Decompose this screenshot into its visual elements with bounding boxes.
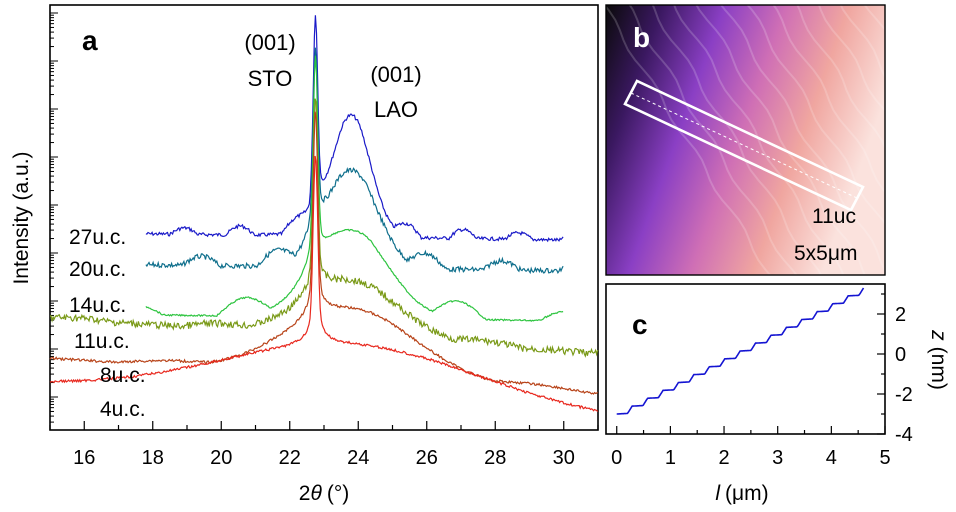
- c-y-axis-unit: (nm): [927, 347, 950, 390]
- afm-thickness-label: 11uc: [812, 205, 856, 228]
- x-axis-title-theta: θ: [310, 482, 322, 505]
- afm-terrace-edge: [912, 0, 956, 290]
- panel-c-frame: [605, 283, 886, 435]
- scan-size-unit: μm: [828, 242, 858, 265]
- panel-a-label: a: [82, 25, 98, 56]
- c-y-tick-label: -2: [895, 384, 913, 406]
- panel-c-label: c: [632, 309, 648, 340]
- x-tick-label: 16: [73, 447, 95, 469]
- x-tick-label: 18: [142, 447, 164, 469]
- afm-terrace-edge: [719, 5, 885, 273]
- afm-terrace-edge: [746, 5, 885, 226]
- series-label-4uc: 4u.c.: [100, 398, 146, 421]
- panel-b-label: b: [633, 22, 650, 53]
- afm-image: [606, 5, 885, 275]
- x-tick-label: 22: [279, 447, 301, 469]
- afm-terrace-edge: [886, 0, 956, 290]
- c-x-tick-label: 5: [879, 447, 890, 469]
- panel-c-y-tick-labels: 2 0 -2 -4: [895, 304, 913, 446]
- series-label-11uc: 11u.c.: [74, 330, 130, 353]
- lao-annotation-line1: (001): [370, 62, 421, 87]
- afm-step-terraces: [606, 0, 956, 290]
- panel-a-trace-labels: 27u.c. 20u.c. 14u.c. 11u.c. 8u.c. 4u.c.: [69, 226, 146, 421]
- c-y-tick-label: 2: [895, 304, 906, 326]
- panel-a-x-axis-title: 2θ (°): [299, 482, 349, 505]
- series-label-20uc: 20u.c.: [69, 258, 126, 281]
- panel-c-x-axis-title: l (μm): [715, 482, 768, 505]
- c-x-tick-label: 2: [718, 447, 729, 469]
- afm-terrace-edge: [772, 5, 885, 194]
- panel-c-y-axis-title: z (nm): [927, 329, 950, 390]
- x-tick-label: 26: [416, 447, 438, 469]
- afm-terrace-edge: [606, 5, 772, 275]
- x-axis-title-prefix: 2: [299, 482, 311, 505]
- series-line-27uc: [145, 15, 564, 243]
- series-line-11uc: [49, 98, 599, 358]
- c-x-tick-label: 0: [611, 447, 622, 469]
- afm-terrace-edge: [651, 5, 823, 275]
- height-profile-line: [616, 287, 865, 415]
- sto-annotation-line1: (001): [244, 30, 295, 55]
- sto-annotation-line2: STO: [248, 66, 293, 91]
- c-y-tick-label: -4: [895, 424, 913, 446]
- c-y-axis-var: z: [927, 329, 950, 341]
- panel-b-frame: [605, 4, 886, 276]
- x-tick-label: 24: [347, 447, 369, 469]
- line-profile-box: [623, 79, 865, 212]
- series-line-20uc: [145, 47, 564, 275]
- x-tick-label: 20: [210, 447, 232, 469]
- series-label-8uc: 8u.c.: [100, 364, 146, 387]
- lao-annotation-line2: LAO: [374, 97, 418, 122]
- x-axis-title-unit: (°): [327, 482, 349, 505]
- scan-size-value: 5x5: [794, 242, 828, 265]
- series-line-14uc: [145, 55, 564, 323]
- panel-a-ticks: [49, 12, 599, 430]
- c-x-tick-label: 3: [772, 447, 783, 469]
- c-x-axis-unit: (μm): [725, 482, 769, 505]
- afm-terrace-edge: [839, 5, 885, 80]
- x-tick-label: 30: [553, 447, 575, 469]
- panel-b: b 11uc 5x5μm: [605, 0, 956, 290]
- panel-a-series: [49, 15, 599, 413]
- afm-terrace-edge: [628, 5, 798, 275]
- lao-peak-annotation: (001) LAO: [370, 62, 421, 122]
- series-label-27uc: 27u.c.: [69, 226, 126, 249]
- x-tick-label: 28: [484, 447, 506, 469]
- panel-a-y-axis-title: Intensity (a.u.): [10, 151, 33, 284]
- series-line-8uc: [49, 111, 599, 395]
- afm-terrace-edge: [817, 5, 885, 113]
- panel-a-x-tick-labels: 16 18 20 22 24 26 28 30: [73, 447, 575, 469]
- c-x-axis-var: l: [715, 482, 721, 505]
- afm-terrace-edge: [695, 5, 866, 275]
- c-y-tick-label: 0: [895, 344, 906, 366]
- panel-c-ticks: [616, 293, 886, 435]
- c-x-tick-label: 4: [826, 447, 837, 469]
- series-label-14uc: 14u.c.: [69, 294, 126, 317]
- panel-c-x-tick-labels: 0 1 2 3 4 5: [611, 447, 890, 469]
- series-line-4uc: [49, 155, 599, 413]
- afm-terrace-edge: [796, 5, 885, 151]
- panel-c: 0 1 2 3 4 5 2 0 -2 -4 c l (μm) z (nm): [605, 283, 950, 505]
- afm-scan-size-label: 5x5μm: [794, 242, 857, 265]
- afm-terrace-edge: [673, 5, 845, 275]
- c-x-tick-label: 1: [665, 447, 676, 469]
- sto-peak-annotation: (001) STO: [244, 30, 295, 91]
- panel-a: 16 18 20 22 24 26 28 30 27u.c. 20u.c. 14u.c. 11u.c…: [10, 4, 599, 505]
